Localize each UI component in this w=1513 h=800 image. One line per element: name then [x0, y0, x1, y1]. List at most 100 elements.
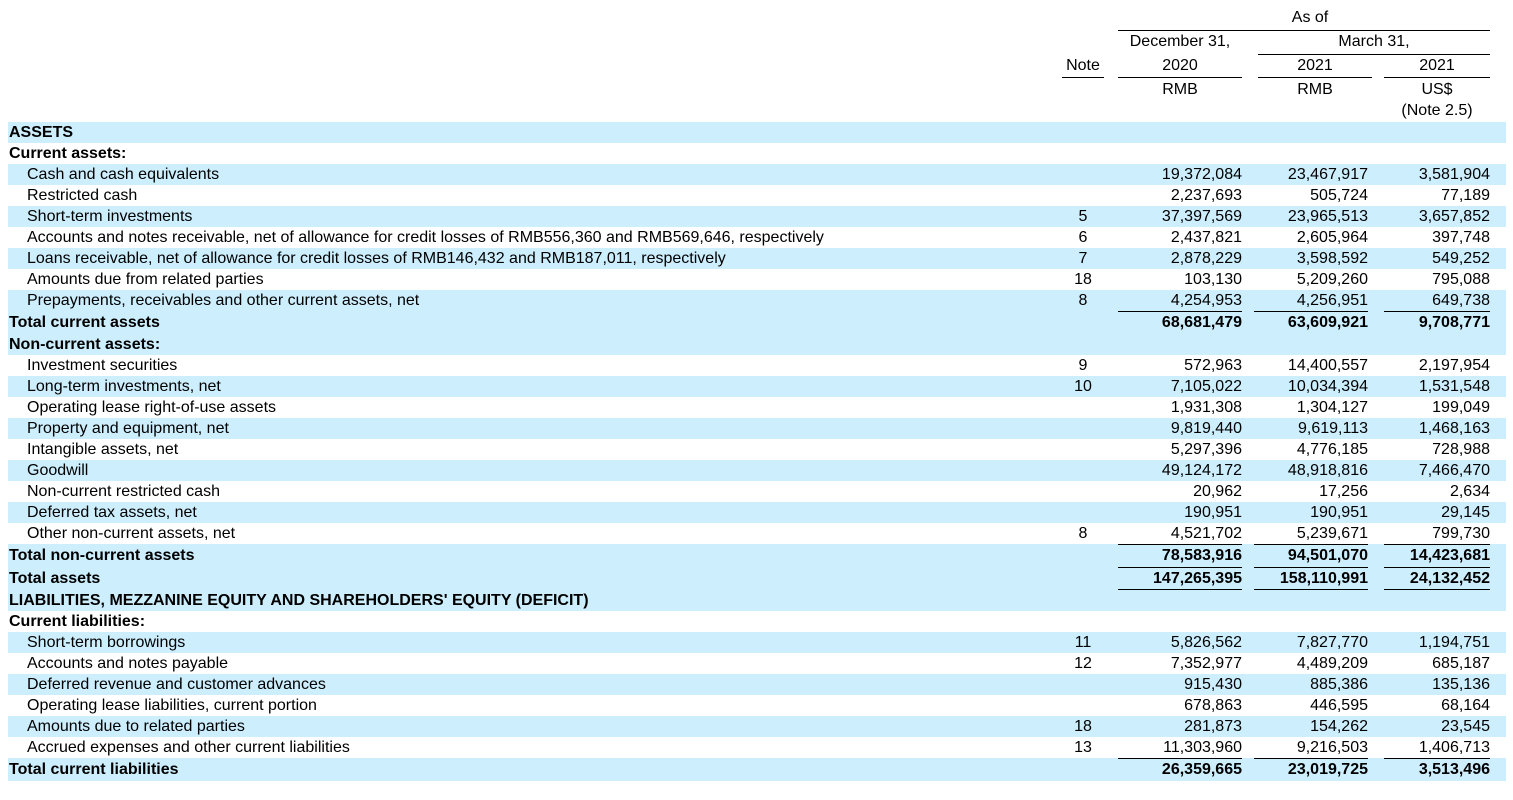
value-mar-2021-rmb: 7,827,770 — [1296, 634, 1368, 651]
total-row: Total assets 147,265,395 158,110,991 24,132… — [8, 567, 1506, 592]
value-mar-2021-usd: 135,136 — [1432, 676, 1490, 693]
value-dec-2020-rmb: 572,963 — [1184, 357, 1242, 374]
value-mar-2021-usd: 397,748 — [1432, 229, 1490, 246]
value-mar-2021-rmb: 94,501,070 — [1254, 544, 1368, 566]
row-label: Cash and cash equivalents — [27, 166, 220, 183]
value-mar-2021-rmb: 4,489,209 — [1296, 655, 1368, 672]
value-dec-2020-rmb: 2,237,693 — [1170, 187, 1242, 204]
value-mar-2021-usd: 3,581,904 — [1418, 166, 1490, 183]
row-note: 11 — [1074, 634, 1092, 651]
section-heading: ASSETS — [8, 122, 1506, 143]
table-row: Deferred revenue and customer advances 91… — [8, 674, 1506, 695]
table-row: Non-current restricted cash 20,962 17,256 2… — [8, 481, 1506, 502]
year-2020-rule — [1118, 77, 1242, 78]
value-dec-2020-rmb: 678,863 — [1184, 697, 1242, 714]
value-mar-2021-rmb: 3,598,592 — [1296, 250, 1368, 267]
value-mar-2021-rmb: 23,467,917 — [1287, 166, 1368, 183]
value-mar-2021-rmb: 9,619,113 — [1298, 420, 1368, 437]
section-heading: Non-current assets: — [8, 334, 1506, 355]
value-mar-2021-rmb: 5,209,260 — [1296, 271, 1368, 288]
table-row: Amounts due to related parties 18 281,873 1… — [8, 716, 1506, 737]
row-label: Total non-current assets — [9, 547, 195, 564]
value-mar-2021-usd: 14,423,681 — [1384, 544, 1490, 566]
row-label: Accounts and notes payable — [27, 655, 229, 672]
row-label: Current liabilities: — [9, 613, 146, 630]
value-dec-2020-rmb: 915,430 — [1184, 676, 1242, 693]
note-header: Note — [1066, 57, 1100, 74]
table-row: Intangible assets, net 5,297,396 4,776,185… — [8, 439, 1506, 460]
row-label: Accrued expenses and other current liabi… — [27, 739, 350, 756]
currency-rmb-2021: RMB — [1297, 81, 1333, 98]
value-dec-2020-rmb: 19,372,084 — [1161, 166, 1242, 183]
total-row: Total current liabilities 26,359,665 23,01… — [8, 758, 1506, 781]
table-row: Accounts and notes receivable, net of al… — [8, 227, 1506, 248]
value-mar-2021-usd: 29,145 — [1441, 504, 1490, 521]
note-header-rule — [1062, 77, 1104, 78]
value-mar-2021-rmb: 154,262 — [1310, 718, 1368, 735]
section-heading: Current assets: — [8, 143, 1506, 164]
value-dec-2020-rmb: 5,297,396 — [1170, 441, 1242, 458]
row-label: Amounts due to related parties — [27, 718, 245, 735]
table-row: Other non-current assets, net 8 4,521,702 5… — [8, 523, 1506, 544]
value-mar-2021-usd: 3,657,852 — [1418, 208, 1490, 225]
value-mar-2021-rmb: 14,400,557 — [1287, 357, 1368, 374]
table-row: Operating lease liabilities, current por… — [8, 695, 1506, 716]
value-dec-2020-rmb: 78,583,916 — [1118, 544, 1242, 566]
table-row: Short-term investments 5 37,397,569 23,965,… — [8, 206, 1506, 227]
value-mar-2021-usd: 24,132,452 — [1384, 567, 1490, 592]
row-note: 9 — [1078, 357, 1088, 374]
row-label: Deferred tax assets, net — [27, 504, 197, 521]
value-mar-2021-usd: 795,088 — [1432, 271, 1490, 288]
row-note: 8 — [1078, 292, 1088, 309]
value-dec-2020-rmb: 7,105,022 — [1170, 378, 1242, 395]
balance-sheet-table: ASSETS Current assets: Cash and cash equiv… — [8, 122, 1506, 781]
table-row: Deferred tax assets, net 190,951 190,951 29… — [8, 502, 1506, 523]
table-row: Accrued expenses and other current liabi… — [8, 737, 1506, 758]
year-2020-label: 2020 — [1162, 57, 1198, 74]
value-mar-2021-rmb: 190,951 — [1310, 504, 1368, 521]
value-mar-2021-usd: 3,513,496 — [1384, 758, 1490, 780]
row-label: Non-current restricted cash — [27, 483, 220, 500]
value-dec-2020-rmb: 5,826,562 — [1170, 634, 1242, 651]
value-mar-2021-usd: 2,634 — [1449, 483, 1490, 500]
value-mar-2021-rmb: 5,239,671 — [1296, 525, 1368, 542]
value-mar-2021-usd: 728,988 — [1432, 441, 1490, 458]
table-row: Operating lease right-of-use assets 1,931… — [8, 397, 1506, 418]
value-mar-2021-usd: 23,545 — [1441, 718, 1490, 735]
row-label: Non-current assets: — [9, 336, 161, 353]
value-mar-2021-usd: 549,252 — [1432, 250, 1490, 267]
value-dec-2020-rmb: 1,931,308 — [1170, 399, 1242, 416]
value-dec-2020-rmb: 2,437,821 — [1170, 229, 1242, 246]
row-label: Intangible assets, net — [27, 441, 179, 458]
value-mar-2021-rmb: 10,034,394 — [1287, 378, 1368, 395]
row-label: Loans receivable, net of allowance for c… — [27, 250, 726, 267]
value-mar-2021-rmb: 4,256,951 — [1296, 292, 1368, 309]
value-mar-2021-rmb: 9,216,503 — [1296, 739, 1368, 756]
value-mar-2021-rmb: 1,304,127 — [1296, 399, 1368, 416]
table-row: Short-term borrowings 11 5,826,562 7,827,77… — [8, 632, 1506, 653]
note-2-5-label: (Note 2.5) — [1401, 102, 1473, 119]
row-label: Total current liabilities — [9, 761, 179, 778]
value-dec-2020-rmb: 7,352,977 — [1170, 655, 1242, 672]
as-of-rule — [1118, 30, 1490, 31]
row-note: 8 — [1078, 525, 1088, 542]
row-label: Prepayments, receivables and other curre… — [27, 292, 420, 309]
value-dec-2020-rmb: 9,819,440 — [1170, 420, 1242, 437]
row-note: 10 — [1074, 378, 1092, 395]
value-mar-2021-rmb: 885,386 — [1310, 676, 1368, 693]
value-mar-2021-usd: 649,738 — [1432, 292, 1490, 309]
value-dec-2020-rmb: 147,265,395 — [1118, 567, 1242, 592]
value-mar-2021-rmb: 48,918,816 — [1287, 462, 1368, 479]
value-mar-2021-rmb: 23,019,725 — [1254, 758, 1368, 780]
value-mar-2021-usd: 199,049 — [1432, 399, 1490, 416]
row-label: Goodwill — [27, 462, 89, 479]
row-note: 18 — [1074, 271, 1092, 288]
value-mar-2021-rmb: 446,595 — [1310, 697, 1368, 714]
table-row: Long-term investments, net 10 7,105,022 10,… — [8, 376, 1506, 397]
value-mar-2021-usd: 7,466,470 — [1418, 462, 1490, 479]
section-heading: Current liabilities: — [8, 611, 1506, 632]
row-label: Accounts and notes receivable, net of al… — [27, 229, 824, 246]
row-label: Other non-current assets, net — [27, 525, 236, 542]
row-label: Operating lease liabilities, current por… — [27, 697, 317, 714]
table-row: Amounts due from related parties 18 103,13… — [8, 269, 1506, 290]
